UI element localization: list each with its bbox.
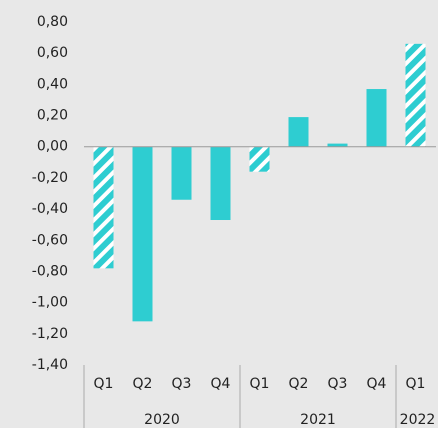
x-tick-label: Q1 <box>406 376 426 392</box>
y-tick-label: 0,80 <box>37 14 68 30</box>
bar <box>93 146 114 269</box>
bar <box>405 43 426 147</box>
bar <box>288 117 309 147</box>
bar <box>210 146 231 221</box>
x-tick-label: Q3 <box>172 376 192 392</box>
x-tick-label: Q4 <box>211 376 231 392</box>
y-tick-label: -0,80 <box>32 263 68 279</box>
bar <box>327 143 348 147</box>
x-tick-label: Q1 <box>250 376 270 392</box>
y-tick-label: 0,40 <box>37 76 68 92</box>
group-label: 2022 <box>400 412 436 428</box>
bar <box>132 146 153 322</box>
y-tick-label: 0,00 <box>37 139 68 155</box>
y-tick-label: 0,60 <box>37 45 68 61</box>
x-tick-label: Q2 <box>133 376 153 392</box>
y-tick-label: -0,60 <box>32 232 68 248</box>
y-tick-label: -1,00 <box>32 295 68 311</box>
bar <box>171 146 192 200</box>
y-tick-label: -0,20 <box>32 170 68 186</box>
x-tick-label: Q1 <box>94 376 114 392</box>
bar <box>249 146 270 172</box>
group-label: 2020 <box>144 412 180 428</box>
y-tick-label: -0,40 <box>32 201 68 217</box>
bar <box>366 89 387 147</box>
y-tick-label: -1,20 <box>32 326 68 342</box>
y-tick-label: 0,20 <box>37 108 68 124</box>
x-tick-label: Q2 <box>289 376 309 392</box>
x-tick-label: Q3 <box>328 376 348 392</box>
group-label: 2021 <box>300 412 336 428</box>
y-tick-label: -1,40 <box>32 357 68 373</box>
x-tick-label: Q4 <box>367 376 387 392</box>
